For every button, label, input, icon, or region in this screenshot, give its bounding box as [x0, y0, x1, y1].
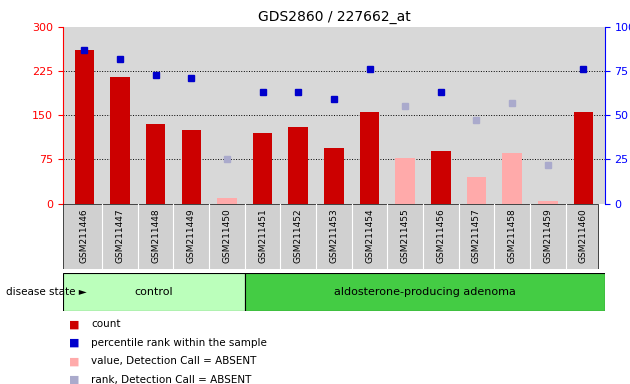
Text: GSM211453: GSM211453 [329, 209, 338, 263]
Bar [396, 158, 415, 204]
Bar [146, 124, 166, 204]
Text: GSM211451: GSM211451 [258, 209, 267, 263]
Text: GSM211456: GSM211456 [437, 209, 445, 263]
Bar [74, 50, 94, 204]
Bar [324, 147, 344, 204]
Bar [63, 273, 245, 311]
Bar [538, 200, 558, 204]
Text: GSM211459: GSM211459 [543, 209, 553, 263]
Text: GSM211455: GSM211455 [401, 209, 410, 263]
Text: GSM211450: GSM211450 [222, 209, 231, 263]
Bar [253, 133, 272, 204]
Text: GSM211454: GSM211454 [365, 209, 374, 263]
Bar [467, 177, 486, 204]
Text: GSM211452: GSM211452 [294, 209, 303, 263]
Bar [217, 198, 237, 204]
Bar [110, 77, 130, 204]
Text: ■: ■ [69, 375, 80, 384]
Bar [502, 154, 522, 204]
Text: GSM211457: GSM211457 [472, 209, 481, 263]
Text: GSM211458: GSM211458 [508, 209, 517, 263]
Bar [573, 112, 593, 204]
Text: rank, Detection Call = ABSENT: rank, Detection Call = ABSENT [91, 375, 252, 384]
Bar [431, 151, 450, 204]
Bar [245, 273, 605, 311]
Text: count: count [91, 319, 121, 329]
Text: value, Detection Call = ABSENT: value, Detection Call = ABSENT [91, 356, 257, 366]
Text: GSM211460: GSM211460 [579, 209, 588, 263]
Text: GSM211448: GSM211448 [151, 209, 160, 263]
Text: percentile rank within the sample: percentile rank within the sample [91, 338, 267, 348]
Text: aldosterone-producing adenoma: aldosterone-producing adenoma [334, 287, 516, 297]
Text: disease state ►: disease state ► [6, 287, 87, 297]
Text: GSM211447: GSM211447 [115, 209, 125, 263]
Text: ■: ■ [69, 356, 80, 366]
Text: control: control [135, 287, 173, 297]
Bar [360, 112, 379, 204]
Title: GDS2860 / 227662_at: GDS2860 / 227662_at [258, 10, 410, 25]
Text: GSM211449: GSM211449 [187, 209, 196, 263]
Text: ■: ■ [69, 319, 80, 329]
Text: GSM211446: GSM211446 [80, 209, 89, 263]
Text: ■: ■ [69, 338, 80, 348]
Bar [289, 127, 308, 204]
Bar [181, 130, 201, 204]
